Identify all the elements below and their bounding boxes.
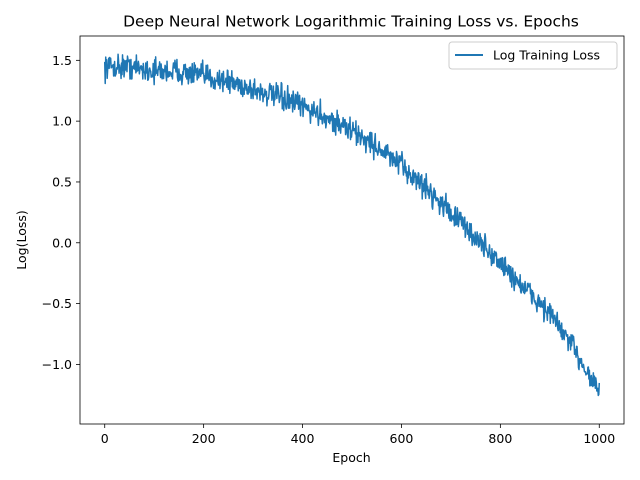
plot-area [103,53,601,397]
x-tick-label: 800 [488,431,512,446]
x-tick-label: 0 [101,431,109,446]
axes: 0 200 400 600 800 1000 −1.0 −0.5 0.0 0.5 1.0 1.5 [42,35,625,446]
y-tick-label: −0.5 [42,296,72,311]
y-axis-label: Log(Loss) [14,210,29,270]
series-line-0 [103,53,601,397]
legend-box [448,41,618,70]
chart-title: Deep Neural Network Logarithmic Training… [123,13,579,31]
x-tick-label: 600 [390,431,414,446]
y-tick-label: 0.5 [52,174,72,189]
x-tick-label: 200 [192,431,216,446]
x-tick-label: 1000 [583,431,615,446]
y-tick-label: −1.0 [42,357,72,372]
legend: Log Training Loss [448,41,618,70]
legend-label: Log Training Loss [493,48,600,63]
y-tick-label: 1.0 [52,114,72,129]
y-tick-label: 0.0 [52,235,72,250]
x-axis-label: Epoch [332,450,370,465]
y-tick-label: 1.5 [52,53,72,68]
axes-frame [79,35,625,425]
x-tick-label: 400 [291,431,315,446]
